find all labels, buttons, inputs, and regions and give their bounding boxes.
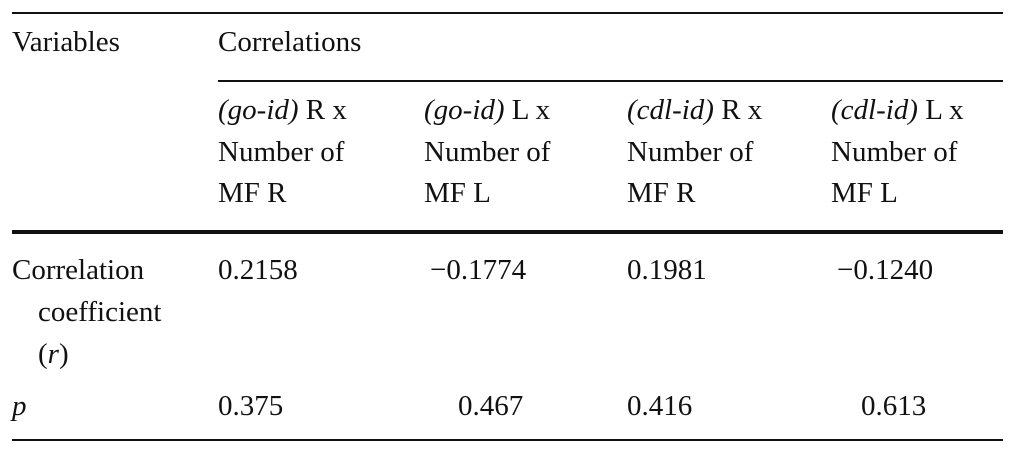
column-header: MF L [831, 177, 898, 209]
column-header: MF L [424, 177, 491, 209]
bottom-rule [12, 439, 1003, 441]
cell: 0.467 [458, 390, 524, 422]
column-text: R x [305, 94, 347, 126]
cell: 0.1981 [627, 254, 707, 286]
column-id: (cdl-id) [627, 94, 714, 126]
column-header: (cdl-id) L x [831, 90, 964, 131]
cell: 0.2158 [218, 254, 298, 286]
column-header: MF R [218, 177, 287, 209]
column-header: (go-id) R x [218, 90, 347, 131]
header-cell: Correlations [218, 26, 362, 58]
paren: ( [38, 338, 48, 370]
top-rule [12, 12, 1003, 14]
column-header: Number of [218, 136, 345, 168]
symbol: p [12, 390, 27, 422]
row-label: p [12, 386, 27, 427]
group-rule [218, 80, 1003, 82]
column-text: R x [721, 94, 763, 126]
symbol: r [47, 338, 59, 370]
column-text: L x [511, 94, 551, 126]
header-cell: Variables [12, 26, 120, 58]
column-header: Number of [831, 136, 958, 168]
paren: ) [58, 338, 69, 370]
cell: −0.1240 [837, 254, 934, 286]
cell: 0.416 [627, 390, 693, 422]
cell: 0.375 [218, 390, 284, 422]
cell: 0.613 [861, 390, 927, 422]
column-text: L x [925, 94, 964, 126]
row-label: coefficient [38, 296, 162, 328]
column-header: (cdl-id) R x [627, 90, 762, 131]
column-header: Number of [627, 136, 754, 168]
column-header: (go-id) L x [424, 90, 550, 131]
column-id: (go-id) [218, 94, 299, 126]
column-header: Number of [424, 136, 551, 168]
header-rule [12, 230, 1003, 234]
column-id: (cdl-id) [831, 94, 918, 126]
column-id: (go-id) [424, 94, 505, 126]
row-label: Correlation [12, 254, 145, 286]
column-header: MF R [627, 177, 696, 209]
row-label: (r) [38, 334, 69, 375]
cell: −0.1774 [430, 254, 527, 286]
